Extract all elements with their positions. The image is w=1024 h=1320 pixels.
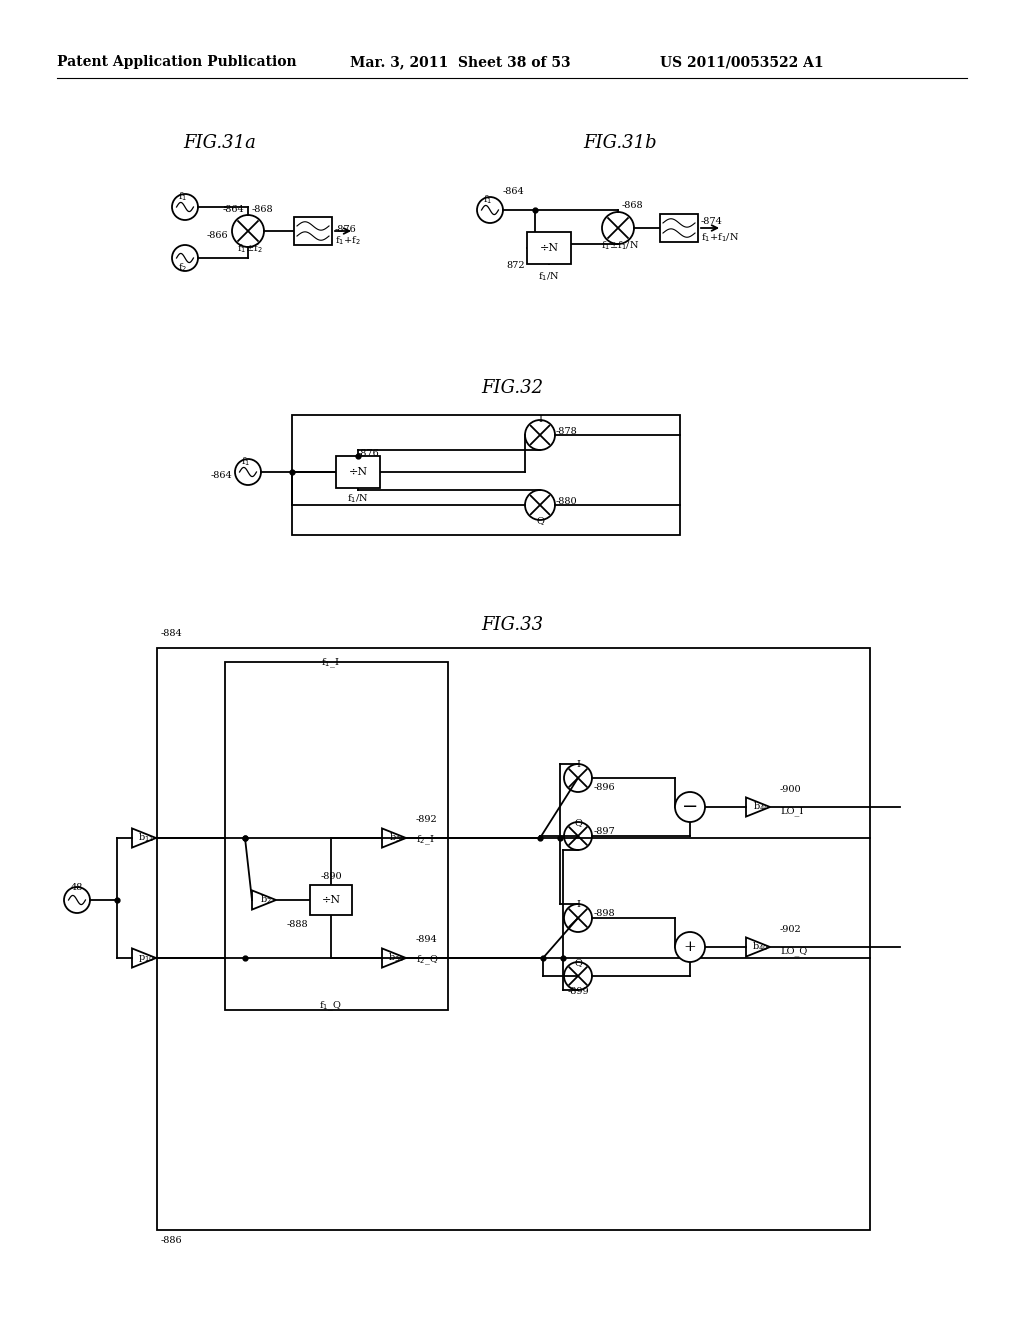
Text: -874: -874 bbox=[701, 218, 723, 227]
Text: f$_2$_Q: f$_2$_Q bbox=[416, 953, 438, 966]
Text: 48: 48 bbox=[71, 883, 83, 892]
Text: f$_2$: f$_2$ bbox=[178, 261, 187, 275]
Bar bbox=[292, 414, 680, 535]
Text: f$_1$: f$_1$ bbox=[178, 190, 187, 203]
Text: -902: -902 bbox=[780, 924, 802, 933]
Text: −: − bbox=[682, 799, 698, 816]
Text: b$_{11}$: b$_{11}$ bbox=[138, 832, 155, 845]
Text: -896: -896 bbox=[594, 784, 615, 792]
Text: -898: -898 bbox=[594, 909, 615, 919]
Text: -884: -884 bbox=[161, 630, 182, 638]
Text: FIG.32: FIG.32 bbox=[481, 379, 543, 397]
Text: f$_1$±f$_2$: f$_1$±f$_2$ bbox=[238, 242, 263, 255]
Text: f$_1$_Q: f$_1$_Q bbox=[318, 1001, 341, 1014]
Text: f$_2$_I: f$_2$_I bbox=[416, 833, 434, 846]
Text: b$_2$: b$_2$ bbox=[260, 894, 272, 907]
Text: b$_{30}$: b$_{30}$ bbox=[388, 952, 404, 965]
Text: f$_1$±f$_1$/N: f$_1$±f$_1$/N bbox=[601, 239, 639, 252]
Text: -886: -886 bbox=[161, 1236, 182, 1245]
Text: US 2011/0053522 A1: US 2011/0053522 A1 bbox=[660, 55, 823, 69]
Text: p$_{10}$: p$_{10}$ bbox=[137, 953, 155, 964]
Circle shape bbox=[675, 792, 705, 822]
Text: LO_Q: LO_Q bbox=[780, 946, 807, 956]
Text: f$_1$: f$_1$ bbox=[483, 193, 493, 206]
Text: -888: -888 bbox=[287, 920, 308, 929]
Text: -897: -897 bbox=[594, 828, 615, 837]
Text: f$_1$+f$_2$: f$_1$+f$_2$ bbox=[335, 235, 360, 247]
Circle shape bbox=[675, 932, 705, 962]
Text: I: I bbox=[538, 414, 542, 424]
Text: -868: -868 bbox=[622, 202, 644, 210]
Text: FIG.31b: FIG.31b bbox=[584, 135, 656, 152]
Text: ÷N: ÷N bbox=[540, 243, 558, 253]
Text: -864: -864 bbox=[503, 187, 524, 197]
Bar bbox=[336, 455, 380, 488]
Text: Mar. 3, 2011  Sheet 38 of 53: Mar. 3, 2011 Sheet 38 of 53 bbox=[350, 55, 570, 69]
Text: -866: -866 bbox=[207, 231, 228, 239]
Text: -899: -899 bbox=[567, 987, 589, 997]
Text: -876: -876 bbox=[358, 449, 380, 458]
Text: -868: -868 bbox=[252, 205, 273, 214]
Text: f$_1$+f$_1$/N: f$_1$+f$_1$/N bbox=[701, 231, 739, 244]
Text: I: I bbox=[575, 760, 580, 770]
Text: LO_I: LO_I bbox=[780, 807, 804, 816]
Bar bbox=[310, 884, 352, 915]
Text: -880: -880 bbox=[556, 496, 578, 506]
Text: -892: -892 bbox=[416, 816, 437, 825]
Text: f$_1$/N: f$_1$/N bbox=[539, 271, 560, 282]
Text: b$_{40}$: b$_{40}$ bbox=[752, 941, 768, 953]
Text: Q: Q bbox=[536, 516, 544, 525]
Bar bbox=[527, 232, 571, 264]
Text: FIG.33: FIG.33 bbox=[481, 616, 543, 634]
Text: b$_{4I}$: b$_{4I}$ bbox=[753, 801, 767, 813]
Text: FIG.31a: FIG.31a bbox=[183, 135, 256, 152]
Text: +: + bbox=[684, 940, 696, 954]
Bar bbox=[660, 214, 698, 242]
Bar bbox=[294, 216, 332, 246]
Text: b$_{3I}$: b$_{3I}$ bbox=[389, 832, 403, 845]
Text: f$_1$: f$_1$ bbox=[242, 455, 251, 467]
Text: I: I bbox=[575, 900, 580, 909]
Text: ÷N: ÷N bbox=[322, 895, 341, 906]
Text: 872: 872 bbox=[507, 261, 525, 271]
Bar bbox=[225, 663, 449, 1010]
Text: -890: -890 bbox=[321, 873, 342, 880]
Text: -900: -900 bbox=[780, 784, 802, 793]
Text: -894: -894 bbox=[416, 936, 437, 945]
Text: f$_1$_I: f$_1$_I bbox=[321, 656, 339, 671]
Text: Q: Q bbox=[574, 818, 582, 828]
Text: ÷N: ÷N bbox=[348, 467, 368, 477]
Text: -878: -878 bbox=[556, 426, 578, 436]
Text: Patent Application Publication: Patent Application Publication bbox=[57, 55, 297, 69]
Text: -864: -864 bbox=[210, 471, 232, 480]
Text: Q: Q bbox=[574, 958, 582, 968]
Text: f$_1$/N: f$_1$/N bbox=[347, 492, 369, 504]
Text: -876: -876 bbox=[335, 226, 356, 235]
Bar bbox=[157, 648, 870, 1230]
Text: -864: -864 bbox=[222, 205, 244, 214]
